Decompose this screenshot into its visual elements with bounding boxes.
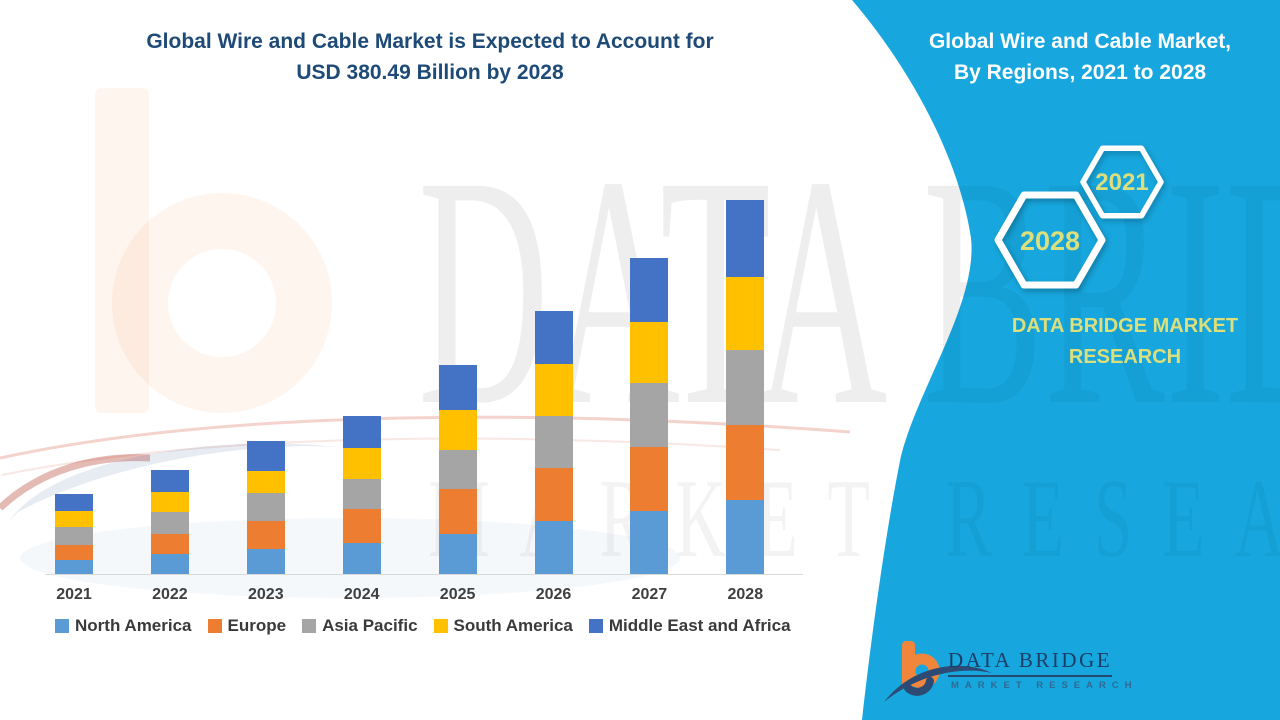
bar-segment-2027-north-america: [630, 511, 669, 574]
panel-title-line2: By Regions, 2021 to 2028: [953, 61, 1207, 84]
x-axis-label-2023: 2023: [248, 586, 284, 603]
bar-segment-2021-south-america: [55, 511, 93, 527]
legend-item-middle-east-and-africa: Middle East and Africa: [588, 616, 791, 636]
bar-segment-2022-north-america: [150, 554, 189, 574]
bar-segment-2024-asia-pacific: [342, 478, 381, 510]
stacked-bar-2021: [55, 494, 93, 574]
legend-swatch-icon: [207, 619, 222, 633]
legend-item-asia-pacific: Asia Pacific: [302, 616, 418, 636]
hexagon-year-2021: 2021: [1095, 169, 1149, 196]
bar-segment-2026-europe: [534, 467, 573, 521]
bar-segment-2026-north-america: [534, 520, 573, 574]
bar-segment-2027-middle-east-and-africa: [630, 258, 669, 323]
bar-segment-2022-middle-east-and-africa: [150, 469, 189, 493]
legend-item-europe: Europe: [207, 616, 287, 636]
stacked-bar-2027: [630, 258, 669, 574]
bar-segment-2028-south-america: [726, 277, 765, 350]
stacked-bar-2025: [438, 364, 477, 574]
stacked-bar-2024: [342, 415, 381, 574]
brand-text-line1: DATA BRIDGE MARKET: [1011, 315, 1239, 337]
bar-segment-2028-middle-east-and-africa: [726, 200, 765, 278]
legend-item-north-america: North America: [55, 616, 192, 636]
bar-segment-2026-south-america: [534, 363, 573, 416]
bar-segment-2024-south-america: [342, 448, 381, 479]
bar-segment-2024-europe: [342, 509, 381, 543]
bar-segment-2021-europe: [55, 544, 93, 561]
legend-label: North America: [75, 616, 192, 635]
bar-segment-2021-north-america: [55, 560, 93, 574]
bar-segment-2023-europe: [246, 520, 285, 550]
bar-segment-2024-north-america: [342, 542, 381, 574]
stacked-bar-2026: [534, 310, 573, 574]
bar-segment-2023-south-america: [246, 470, 285, 494]
bar-segment-2025-north-america: [438, 533, 477, 574]
bar-segment-2027-europe: [630, 447, 669, 512]
legend-label: Europe: [227, 616, 287, 635]
legend-swatch-icon: [302, 619, 317, 633]
logo-title: DATA BRIDGE: [948, 648, 1113, 677]
bar-segment-2021-asia-pacific: [55, 526, 93, 545]
chart-legend: North America Europe Asia Pacific South Ame…: [55, 616, 845, 636]
brand-text: DATA BRIDGE MARKET RESEARCH: [985, 311, 1265, 373]
bar-segment-2025-europe: [438, 489, 477, 534]
panel-title: Global Wire and Cable Market, By Regions…: [900, 26, 1260, 88]
stacked-bar-2023: [246, 441, 285, 574]
panel-title-line1: Global Wire and Cable Market,: [928, 30, 1232, 53]
legend-label: Middle East and Africa: [608, 616, 791, 635]
x-axis-label-2027: 2027: [631, 586, 668, 603]
bar-segment-2025-middle-east-and-africa: [438, 364, 477, 410]
stacked-bar-2028: [726, 200, 765, 574]
hexagon-year-2028: 2028: [1019, 226, 1081, 256]
bar-segment-2021-middle-east-and-africa: [55, 494, 93, 512]
bar-segment-2022-south-america: [150, 492, 189, 513]
bar-segment-2022-asia-pacific: [150, 512, 189, 534]
bar-segment-2028-asia-pacific: [726, 349, 765, 425]
chart-title: Global Wire and Cable Market is Expected…: [55, 26, 805, 88]
bar-segment-2027-asia-pacific: [630, 383, 669, 448]
bar-segment-2022-europe: [150, 533, 189, 555]
bar-segment-2028-europe: [726, 424, 765, 501]
bar-segment-2025-asia-pacific: [438, 450, 477, 490]
legend-label: South America: [453, 616, 573, 635]
bar-segment-2025-south-america: [438, 409, 477, 451]
legend-swatch-icon: [55, 619, 69, 633]
bar-segment-2027-south-america: [630, 322, 669, 384]
x-axis-label-2024: 2024: [343, 586, 380, 603]
bar-segment-2023-middle-east-and-africa: [246, 441, 285, 471]
legend-item-south-america: South America: [433, 616, 573, 636]
x-axis-label-2022: 2022: [152, 586, 188, 603]
logo-subtitle: MARKET RESEARCH: [951, 680, 1138, 691]
legend-label: Asia Pacific: [322, 616, 418, 635]
brand-text-line2: RESEARCH: [1068, 346, 1182, 368]
bar-segment-2028-north-america: [726, 500, 765, 574]
bar-segment-2026-asia-pacific: [534, 415, 573, 468]
x-axis-label-2028: 2028: [727, 586, 764, 603]
x-axis-line: [45, 574, 803, 575]
bar-segment-2023-north-america: [246, 549, 285, 574]
x-axis-label-2025: 2025: [439, 586, 476, 603]
x-axis-label-2021: 2021: [56, 586, 92, 603]
chart-title-line2: USD 380.49 Billion by 2028: [296, 61, 564, 84]
bar-segment-2024-middle-east-and-africa: [342, 415, 381, 449]
stacked-bar-2022: [150, 469, 189, 574]
legend-swatch-icon: [433, 619, 448, 633]
chart-title-line1: Global Wire and Cable Market is Expected…: [146, 30, 714, 53]
bar-segment-2023-asia-pacific: [246, 493, 285, 521]
legend-swatch-icon: [588, 619, 603, 633]
bar-segment-2026-middle-east-and-africa: [534, 310, 573, 364]
x-axis-label-2026: 2026: [535, 586, 572, 603]
